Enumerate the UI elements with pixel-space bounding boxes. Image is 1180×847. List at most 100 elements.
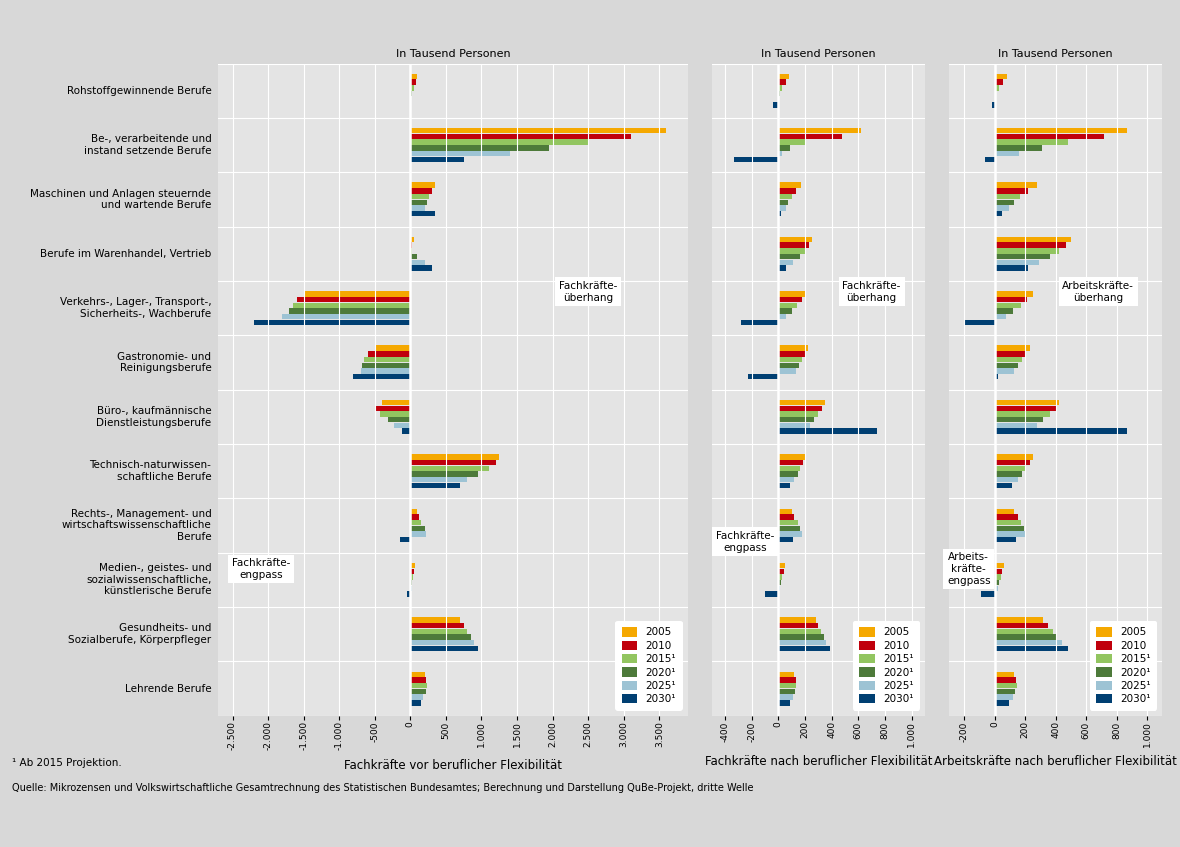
Bar xyxy=(779,80,786,85)
Bar xyxy=(741,319,779,325)
Bar xyxy=(411,508,418,514)
Bar xyxy=(779,248,805,253)
Bar xyxy=(411,628,467,634)
Bar xyxy=(779,574,782,579)
Bar xyxy=(779,585,780,591)
Bar xyxy=(995,86,999,91)
Bar xyxy=(411,471,478,477)
Bar xyxy=(995,242,1067,248)
Bar xyxy=(995,477,1017,483)
Bar xyxy=(303,291,411,296)
Bar xyxy=(995,454,1032,460)
Bar xyxy=(779,242,809,248)
Bar xyxy=(779,454,805,460)
Bar xyxy=(411,466,489,471)
Bar xyxy=(995,211,1002,216)
Text: Quelle: Mikrozensen und Volkswirtschaftliche Gesamtrechnung des Statistischen Bu: Quelle: Mikrozensen und Volkswirtschaftl… xyxy=(12,783,753,794)
Bar xyxy=(402,429,411,434)
Bar xyxy=(382,400,411,405)
Bar xyxy=(779,429,877,434)
Bar xyxy=(411,86,414,91)
Bar xyxy=(779,628,821,634)
Bar xyxy=(995,514,1017,520)
Bar xyxy=(995,617,1043,623)
Bar xyxy=(995,363,1018,368)
Bar xyxy=(411,200,427,205)
Bar xyxy=(995,460,1030,465)
Bar xyxy=(995,683,1017,689)
Bar xyxy=(779,640,826,645)
Bar xyxy=(995,91,996,97)
Bar xyxy=(995,151,1020,157)
Bar xyxy=(779,683,797,689)
Title: In Tausend Personen: In Tausend Personen xyxy=(998,48,1113,58)
Bar xyxy=(779,406,822,411)
Bar xyxy=(995,700,1009,706)
Bar xyxy=(995,291,1032,296)
Bar xyxy=(407,591,411,597)
Bar xyxy=(779,520,798,525)
Bar xyxy=(995,205,1009,211)
Bar xyxy=(779,308,792,313)
Bar xyxy=(411,678,426,683)
Bar xyxy=(411,151,510,157)
Bar xyxy=(779,531,801,537)
Bar xyxy=(995,537,1016,542)
Bar xyxy=(991,102,995,108)
Bar xyxy=(411,454,499,460)
Bar xyxy=(411,182,435,188)
Bar xyxy=(779,568,784,574)
Bar xyxy=(995,254,1049,259)
Bar xyxy=(411,254,418,259)
Bar xyxy=(411,568,414,574)
Bar xyxy=(779,678,795,683)
Bar xyxy=(995,585,998,591)
Bar xyxy=(779,483,791,488)
Bar xyxy=(779,368,795,374)
Bar xyxy=(411,689,426,694)
Bar xyxy=(779,151,782,157)
Bar xyxy=(779,128,861,134)
Bar xyxy=(289,308,411,313)
Bar xyxy=(995,182,1037,188)
Bar xyxy=(411,205,425,211)
Bar xyxy=(779,617,815,623)
Bar xyxy=(779,314,786,319)
Bar xyxy=(365,357,411,363)
Bar xyxy=(362,363,411,368)
Bar xyxy=(411,91,413,97)
Bar xyxy=(779,291,805,296)
Bar xyxy=(779,302,797,308)
Bar xyxy=(779,357,802,363)
Bar xyxy=(361,368,411,374)
Bar xyxy=(779,645,831,651)
Bar xyxy=(779,400,825,405)
Bar xyxy=(995,308,1012,313)
Bar xyxy=(995,520,1022,525)
Bar xyxy=(411,242,413,248)
Bar xyxy=(411,672,425,677)
Bar xyxy=(995,145,1042,151)
Bar xyxy=(293,302,411,308)
Bar xyxy=(995,346,1030,351)
Bar xyxy=(411,520,421,525)
Bar xyxy=(995,259,1038,265)
Bar xyxy=(779,140,805,145)
Bar xyxy=(748,374,779,379)
Bar xyxy=(779,145,791,151)
Legend: 2005, 2010, 2015¹, 2020¹, 2025¹, 2030¹: 2005, 2010, 2015¹, 2020¹, 2025¹, 2030¹ xyxy=(853,621,920,711)
Bar xyxy=(995,188,1028,194)
Bar xyxy=(411,80,417,85)
Bar xyxy=(411,460,496,465)
X-axis label: Fachkräfte vor beruflicher Flexibilität: Fachkräfte vor beruflicher Flexibilität xyxy=(345,759,562,772)
Bar xyxy=(995,314,1007,319)
Bar xyxy=(779,508,792,514)
Bar xyxy=(995,374,998,379)
Text: Fachkräfte-
engpass: Fachkräfte- engpass xyxy=(716,531,774,552)
Bar xyxy=(995,508,1015,514)
Bar xyxy=(995,74,1007,79)
Bar xyxy=(779,417,814,423)
Bar xyxy=(779,412,818,417)
Bar xyxy=(375,406,411,411)
Bar xyxy=(411,700,421,706)
